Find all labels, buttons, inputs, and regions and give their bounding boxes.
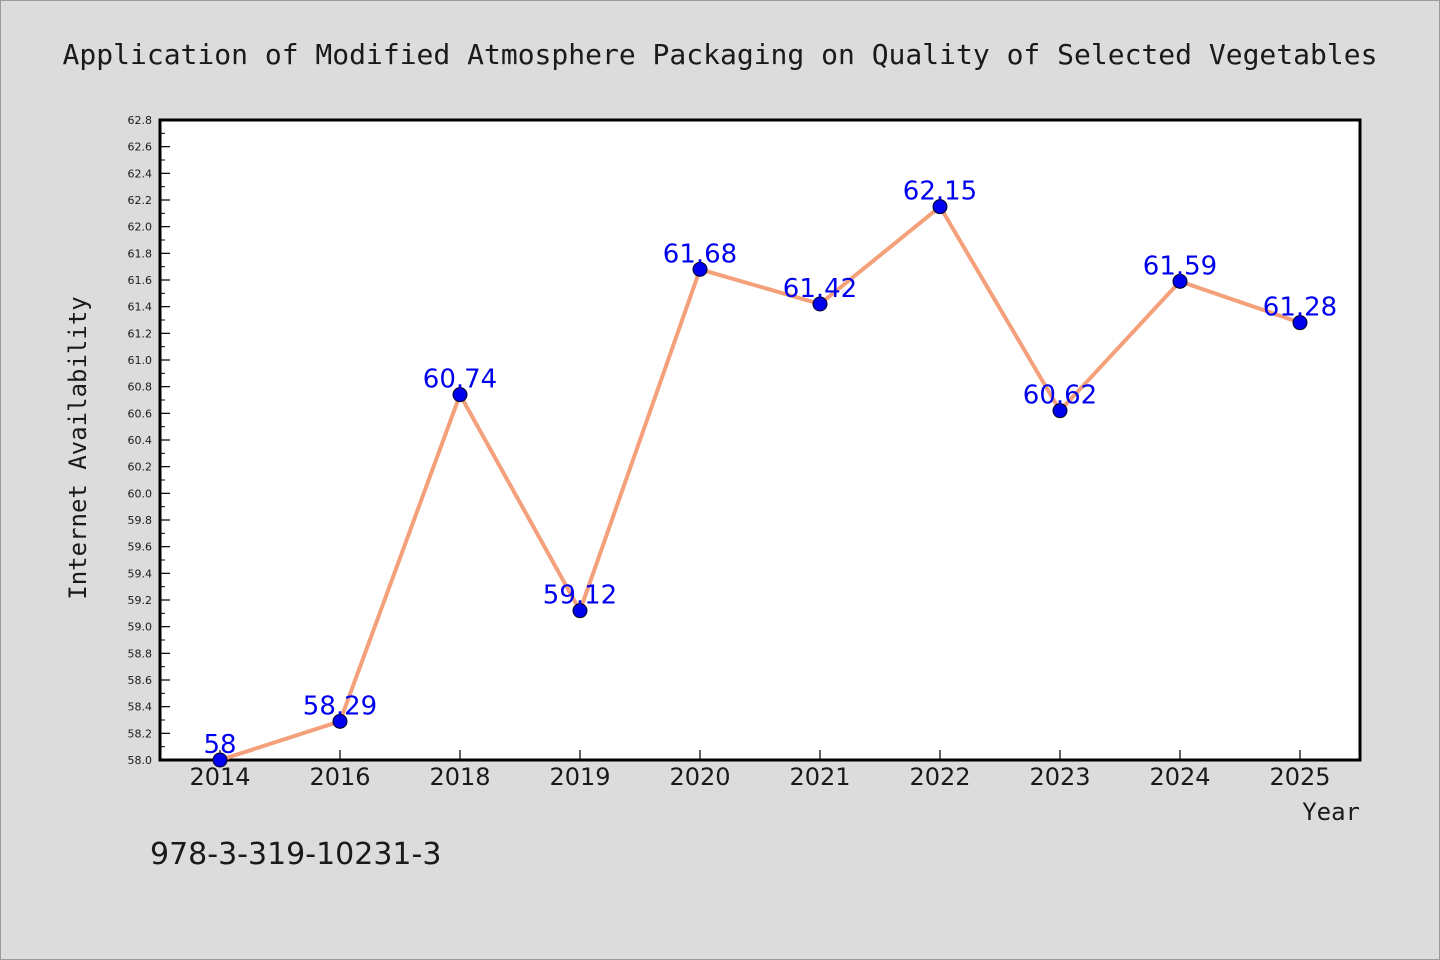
- x-tick-label: 2020: [669, 763, 730, 791]
- y-tick-label: 62.4: [128, 167, 153, 180]
- data-label: 60.62: [1023, 381, 1097, 411]
- y-tick-label: 62.2: [128, 194, 153, 207]
- data-point: [212, 752, 228, 768]
- data-point: [692, 261, 708, 277]
- data-point: [1292, 315, 1308, 331]
- data-point: [1052, 403, 1068, 419]
- data-label: 58: [203, 730, 236, 760]
- x-tick-label: 2024: [1149, 763, 1210, 791]
- y-tick-label: 59.6: [128, 541, 153, 554]
- data-label: 61.42: [783, 274, 857, 304]
- x-tick-label: 2022: [909, 763, 970, 791]
- y-tick-label: 58.8: [128, 647, 153, 660]
- plot-area: [158, 118, 1362, 762]
- y-tick-label: 58.6: [128, 674, 153, 687]
- y-tick-label: 59.0: [128, 621, 153, 634]
- y-tick-label: 60.6: [128, 407, 153, 420]
- x-tick-label: 2023: [1029, 763, 1090, 791]
- data-label: 61.59: [1143, 251, 1217, 281]
- data-label: 61.68: [663, 239, 737, 269]
- y-tick-label: 60.4: [128, 434, 153, 447]
- y-tick-label: 61.0: [128, 354, 153, 367]
- y-tick-label: 59.4: [128, 567, 153, 580]
- y-tick-label: 62.0: [128, 221, 153, 234]
- y-tick-label: 60.0: [128, 487, 153, 500]
- y-tick-label: 60.8: [128, 381, 153, 394]
- x-tick-label: 2019: [549, 763, 610, 791]
- data-point: [1172, 273, 1188, 289]
- chart-title: Application of Modified Atmosphere Packa…: [63, 38, 1378, 71]
- x-tick-label: 2018: [429, 763, 490, 791]
- data-point: [572, 603, 588, 619]
- y-axis: 58.0 58.2 58.4 58.6 58.8 59.0 59.2 59.4 59.6 59.8…: [128, 114, 170, 767]
- data-point: [812, 296, 828, 312]
- y-tick-label: 59.2: [128, 594, 153, 607]
- y-tick-label: 58.4: [128, 701, 153, 714]
- series-line: [219, 204, 1301, 762]
- data-point: [332, 713, 348, 729]
- x-tick-label: 2021: [789, 763, 850, 791]
- data-label: 60.74: [423, 365, 497, 395]
- y-tick-label: 61.4: [128, 301, 153, 314]
- data-label: 62.15: [903, 177, 977, 207]
- data-point: [932, 199, 948, 215]
- y-tick-label: 61.2: [128, 327, 153, 340]
- y-tick-label: 59.8: [128, 514, 153, 527]
- y-tick-label: 62.6: [128, 141, 153, 154]
- y-tick-label: 61.6: [128, 274, 153, 287]
- x-axis: 2014 2016 2018 2019 2020 2021 2022 2023 2024 2025: [189, 750, 1331, 791]
- y-tick-label: 58.2: [128, 727, 153, 740]
- data-label: 58.29: [303, 691, 377, 721]
- x-axis-label: Year: [1302, 798, 1360, 826]
- data-point: [452, 387, 468, 403]
- y-tick-label: 60.2: [128, 461, 153, 474]
- x-tick-label: 2025: [1269, 763, 1330, 791]
- y-tick-label: 62.8: [128, 114, 153, 127]
- data-label: 59.12: [543, 581, 617, 611]
- series-line-group: 58 58.29 60.74 59.12 61.68 61.42 62.15 60.62 61.…: [203, 177, 1337, 768]
- y-tick-label: 61.8: [128, 247, 153, 260]
- data-label: 61.28: [1263, 293, 1337, 323]
- x-tick-label: 2014: [189, 763, 250, 791]
- y-tick-label: 58.0: [128, 754, 153, 767]
- x-tick-label: 2016: [309, 763, 370, 791]
- isbn-text: 978-3-319-10231-3: [150, 837, 441, 872]
- y-axis-label: Internet Availability: [64, 296, 92, 599]
